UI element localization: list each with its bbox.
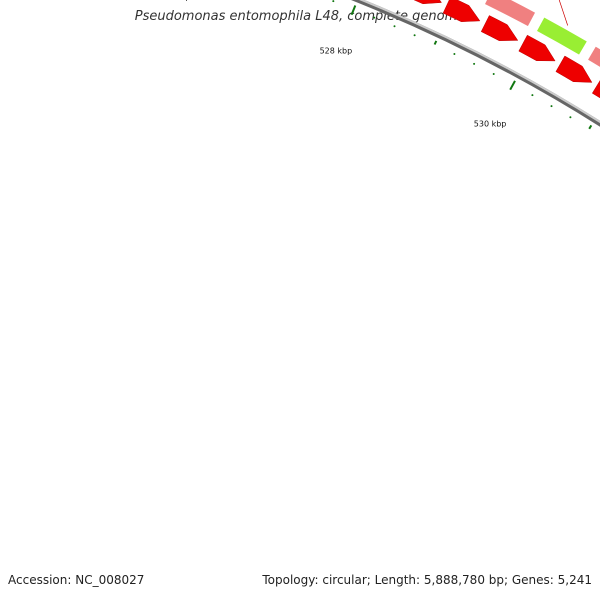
tick-dot: [569, 116, 572, 119]
bottom-gene-arrow: [518, 34, 556, 62]
scale-label: 526 kbp: [158, 0, 191, 1]
gene-block-rpmJ: [586, 45, 600, 68]
bottom-gene-arrow: [480, 15, 519, 41]
accession-label: Accession: NC_008027: [8, 573, 145, 587]
tick-dot: [332, 0, 335, 3]
bottom-gene-arrow: [555, 55, 593, 83]
bottom-gene-arrow: [591, 80, 600, 99]
scale-ticks: 516 kbp518 kbp520 kbp522 kbp524 kbp526 k…: [158, 0, 593, 130]
backbone-shadow: [350, 0, 600, 127]
backbone-line: [358, 0, 600, 124]
label-leader: [558, 0, 569, 26]
genome-backbone: [350, 0, 600, 127]
tick-dot: [413, 34, 416, 37]
bottom-gene-arrow: [442, 0, 481, 22]
bottom-strand-track: [413, 0, 600, 99]
major-tick: [350, 5, 357, 16]
top-strand-track: [474, 0, 600, 68]
major-tick: [509, 80, 516, 91]
minor-tick: [433, 40, 438, 45]
scale-label: 528 kbp: [320, 47, 353, 56]
gene-block-secY: [535, 16, 588, 56]
gene-label-leaders: [558, 0, 569, 26]
topology-summary: Topology: circular; Length: 5,888,780 bp…: [262, 573, 592, 587]
tick-dot: [373, 16, 376, 19]
bottom-gene-arrow: [413, 0, 442, 5]
scale-label: 530 kbp: [474, 120, 507, 129]
tick-dot: [492, 73, 495, 75]
tick-dot: [393, 25, 396, 28]
tick-dot: [473, 62, 476, 65]
gene-block-rplO: [483, 0, 537, 28]
tick-dot: [531, 94, 534, 97]
tick-dot: [550, 105, 553, 108]
minor-tick: [588, 124, 593, 130]
tick-dot: [453, 53, 456, 55]
